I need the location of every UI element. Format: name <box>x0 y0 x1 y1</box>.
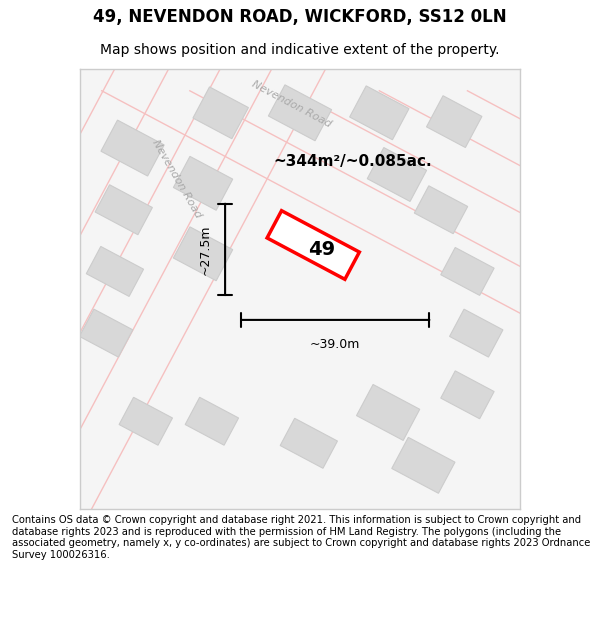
Polygon shape <box>119 398 172 445</box>
Polygon shape <box>441 371 494 419</box>
Polygon shape <box>268 85 332 141</box>
Polygon shape <box>356 384 420 441</box>
Polygon shape <box>350 86 409 140</box>
Polygon shape <box>79 309 133 357</box>
Text: Nevendon Road: Nevendon Road <box>250 79 332 129</box>
Polygon shape <box>367 148 427 201</box>
Text: Map shows position and indicative extent of the property.: Map shows position and indicative extent… <box>100 43 500 57</box>
Polygon shape <box>101 120 164 176</box>
Text: Contains OS data © Crown copyright and database right 2021. This information is : Contains OS data © Crown copyright and d… <box>12 515 590 560</box>
Polygon shape <box>427 96 482 148</box>
Polygon shape <box>415 186 467 234</box>
Polygon shape <box>95 185 152 235</box>
Polygon shape <box>86 246 143 296</box>
Polygon shape <box>185 398 239 445</box>
Polygon shape <box>173 227 233 281</box>
Polygon shape <box>280 418 337 468</box>
Polygon shape <box>392 438 455 493</box>
Polygon shape <box>173 156 233 210</box>
Text: 49: 49 <box>308 240 335 259</box>
Polygon shape <box>441 248 494 296</box>
Text: ~27.5m: ~27.5m <box>199 224 212 274</box>
Polygon shape <box>267 211 359 279</box>
Text: ~39.0m: ~39.0m <box>310 338 361 351</box>
Text: 49, NEVENDON ROAD, WICKFORD, SS12 0LN: 49, NEVENDON ROAD, WICKFORD, SS12 0LN <box>93 8 507 26</box>
Polygon shape <box>449 309 503 357</box>
Text: ~344m²/~0.085ac.: ~344m²/~0.085ac. <box>274 154 432 169</box>
Text: Nevendon Road: Nevendon Road <box>150 138 203 220</box>
Polygon shape <box>193 87 248 139</box>
